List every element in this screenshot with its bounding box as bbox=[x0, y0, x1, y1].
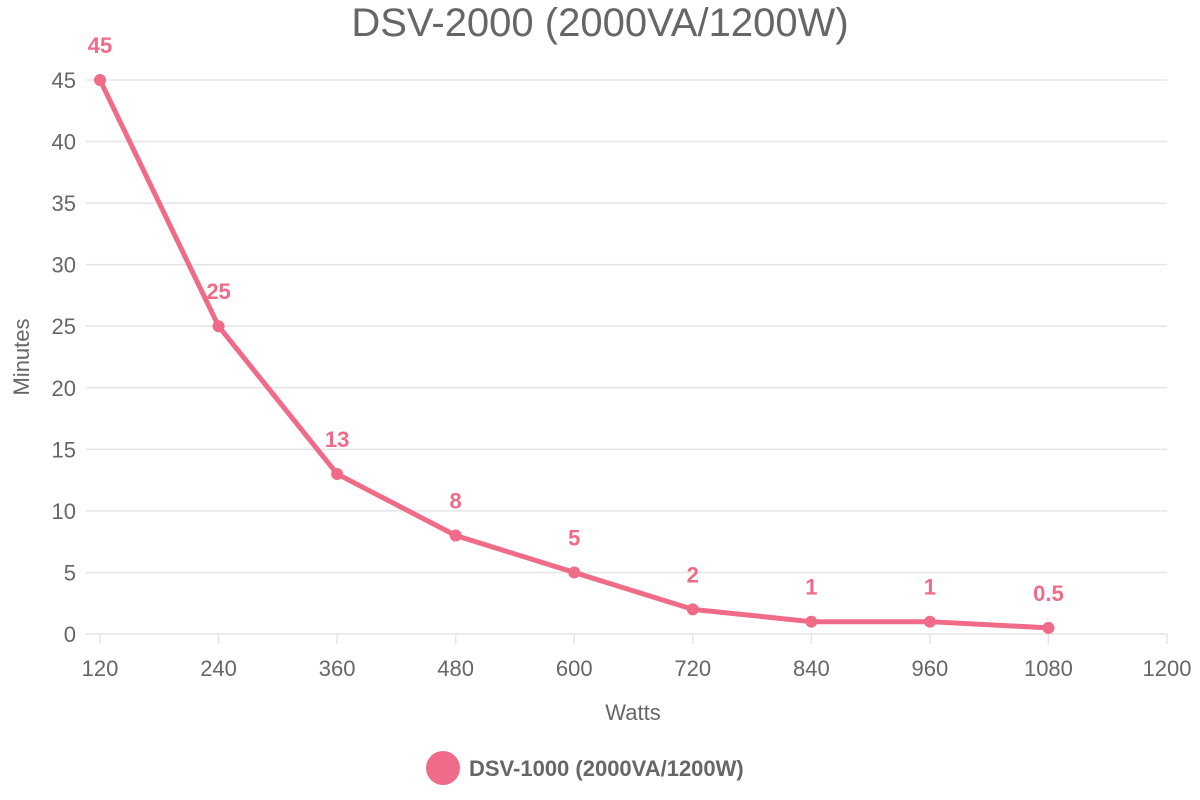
data-label: 1 bbox=[924, 575, 936, 600]
y-axis-ticks: 0 5 10 15 20 25 30 35 40 45 bbox=[52, 68, 76, 647]
data-label: 0.5 bbox=[1033, 581, 1064, 606]
data-label: 25 bbox=[206, 279, 230, 304]
x-axis-ticks: 120 240 360 480 600 720 840 960 1080 1200 bbox=[82, 656, 1192, 681]
data-point[interactable] bbox=[94, 74, 106, 86]
x-tick-label: 960 bbox=[912, 656, 949, 681]
data-point[interactable] bbox=[212, 320, 225, 333]
x-tick-label: 360 bbox=[319, 656, 356, 681]
data-point[interactable] bbox=[686, 603, 699, 616]
chart-title: DSV-2000 (2000VA/1200W) bbox=[351, 1, 848, 45]
y-tick-label: 5 bbox=[64, 560, 76, 585]
data-point[interactable] bbox=[805, 615, 818, 628]
y-tick-label: 25 bbox=[52, 314, 76, 339]
y-tick-label: 45 bbox=[52, 68, 76, 93]
y-tick-label: 20 bbox=[52, 376, 76, 401]
data-label: 1 bbox=[805, 575, 817, 600]
data-label: 45 bbox=[88, 33, 112, 58]
data-label: 5 bbox=[568, 525, 580, 550]
data-label: 8 bbox=[450, 489, 462, 514]
y-tick-label: 15 bbox=[52, 437, 76, 462]
legend[interactable]: DSV-1000 (2000VA/1200W) bbox=[426, 751, 744, 785]
x-tick-label: 840 bbox=[793, 656, 830, 681]
y-tick-label: 30 bbox=[52, 253, 76, 278]
y-tick-label: 0 bbox=[64, 622, 76, 647]
data-label: 13 bbox=[325, 427, 349, 452]
data-point[interactable] bbox=[923, 615, 936, 628]
x-tick-label: 1200 bbox=[1143, 656, 1192, 681]
data-point[interactable] bbox=[449, 529, 462, 542]
y-tick-label: 10 bbox=[52, 499, 76, 524]
legend-swatch[interactable] bbox=[426, 751, 460, 785]
data-point[interactable] bbox=[568, 566, 581, 579]
y-tick-label: 40 bbox=[52, 130, 76, 155]
x-tick-label: 720 bbox=[674, 656, 711, 681]
series-layer: 45 25 13 8 5 2 1 1 0.5 bbox=[88, 33, 1064, 634]
legend-label[interactable]: DSV-1000 (2000VA/1200W) bbox=[469, 756, 744, 781]
data-label: 2 bbox=[687, 562, 699, 587]
y-tick-label: 35 bbox=[52, 191, 76, 216]
x-tick-label: 120 bbox=[82, 656, 119, 681]
grid-lines bbox=[86, 79, 1168, 644]
x-tick-label: 600 bbox=[556, 656, 593, 681]
data-point[interactable] bbox=[331, 467, 344, 480]
x-tick-label: 480 bbox=[437, 656, 474, 681]
x-axis-title: Watts bbox=[605, 700, 660, 725]
y-axis-title: Minutes bbox=[9, 318, 34, 395]
x-tick-label: 240 bbox=[200, 656, 237, 681]
x-tick-label: 1080 bbox=[1024, 656, 1073, 681]
data-point[interactable] bbox=[1042, 621, 1055, 634]
